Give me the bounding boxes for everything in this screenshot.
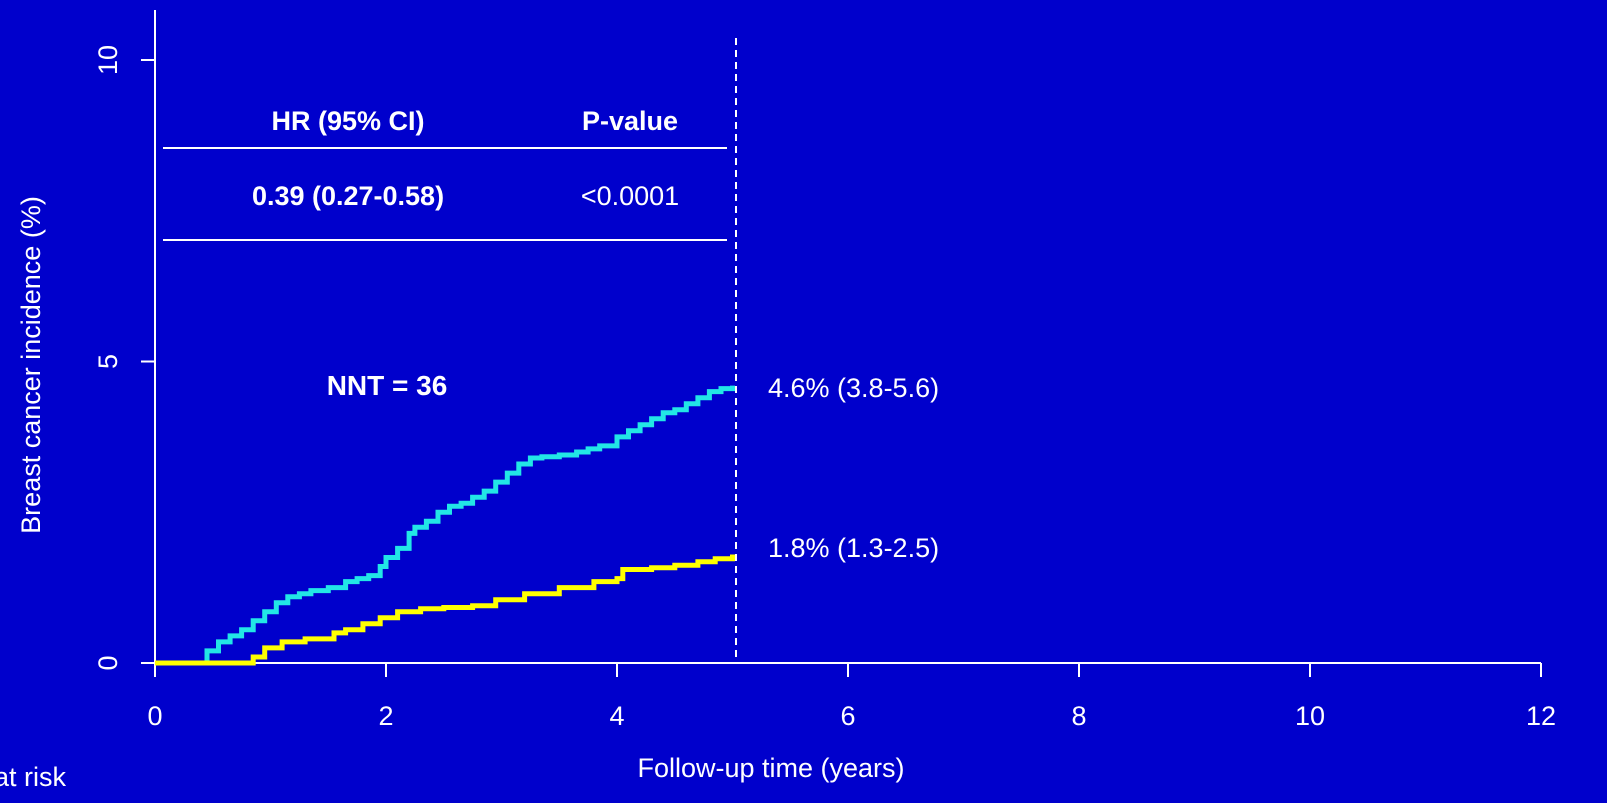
y-ticks: 0 5 10	[93, 45, 155, 671]
x-tick-label: 12	[1526, 701, 1556, 731]
hr-table-p-value: <0.0001	[581, 181, 679, 211]
x-tick-label: 0	[147, 701, 162, 731]
x-tick-label: 8	[1071, 701, 1086, 731]
hr-table-header-p: P-value	[582, 106, 678, 136]
end-label-lower: 1.8% (1.3-2.5)	[768, 533, 939, 563]
x-tick-label: 2	[378, 701, 393, 731]
y-axis-label: Breast cancer incidence (%)	[16, 196, 46, 534]
at-risk-label: at risk	[0, 762, 67, 792]
hr-table-header-hr: HR (95% CI)	[271, 106, 424, 136]
hr-table: HR (95% CI) P-value 0.39 (0.27-0.58) <0.…	[163, 106, 727, 241]
series-line-yellow	[155, 554, 735, 666]
nnt-label: NNT = 36	[327, 370, 448, 401]
series-line-cyan	[155, 385, 735, 666]
y-axis: 0 5 10	[93, 10, 156, 671]
x-tick-label: 10	[1295, 701, 1325, 731]
x-axis-label: Follow-up time (years)	[637, 753, 904, 783]
x-tick-label: 4	[609, 701, 624, 731]
series-layer	[155, 385, 735, 666]
y-tick-label: 5	[93, 354, 123, 369]
x-axis: 0 2 4 6 8 10 12	[147, 662, 1556, 731]
y-tick-label: 10	[93, 45, 123, 75]
end-label-upper: 4.6% (3.8-5.6)	[768, 373, 939, 403]
x-ticks: 0 2 4 6 8 10 12	[147, 663, 1556, 731]
x-tick-label: 6	[840, 701, 855, 731]
y-tick-label: 0	[93, 655, 123, 670]
hr-table-hr-value: 0.39 (0.27-0.58)	[252, 181, 444, 211]
